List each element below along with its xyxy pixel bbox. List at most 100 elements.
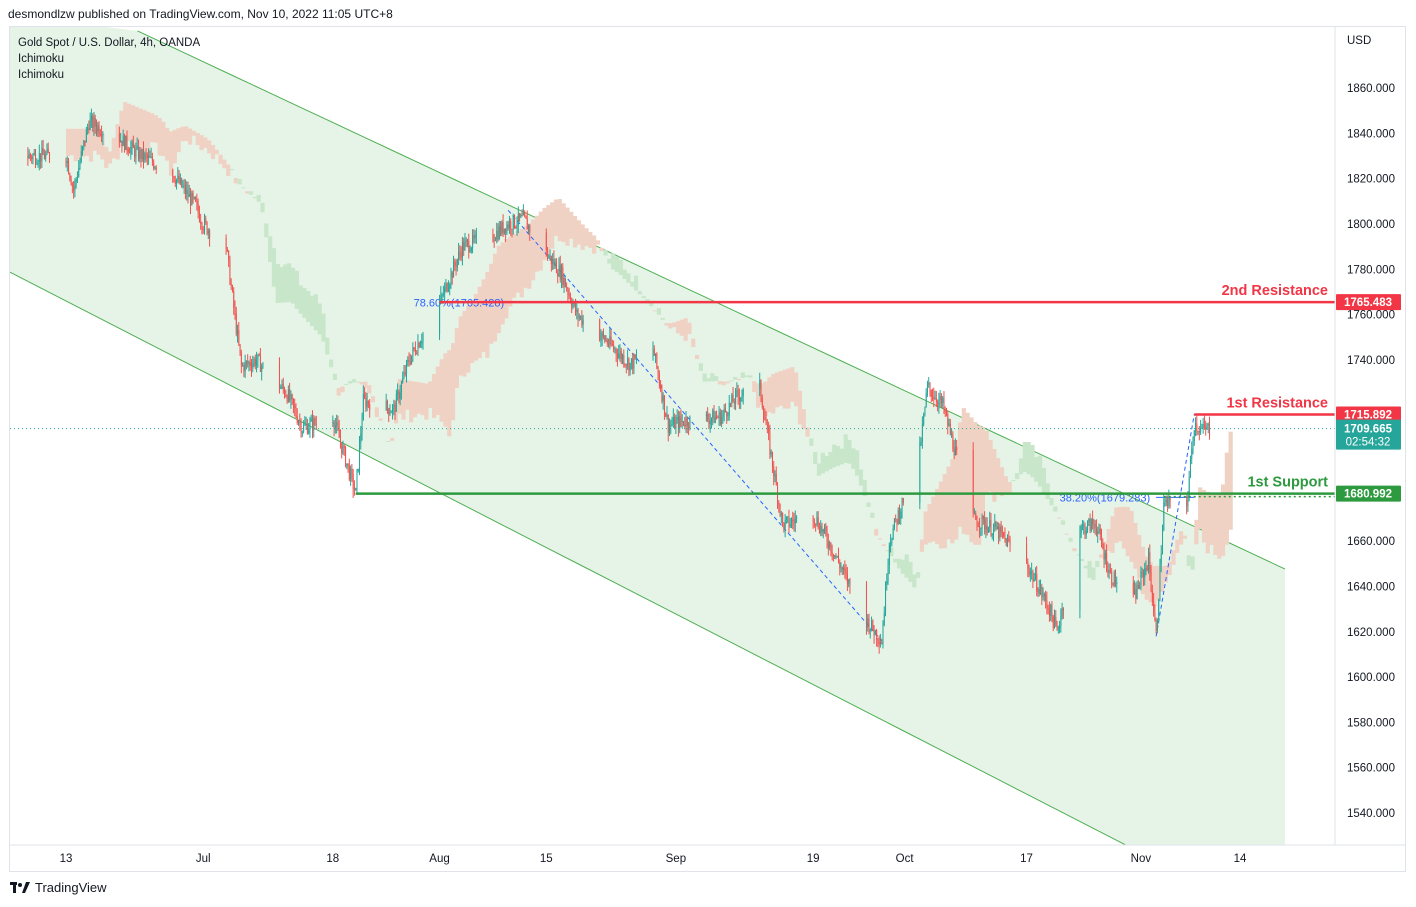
ichimoku-cloud-layer: [66, 102, 1233, 607]
candle-body: [952, 434, 954, 449]
candle-body: [830, 542, 832, 553]
indicator-ichimoku-1[interactable]: Ichimoku: [18, 53, 65, 65]
cloud-segment: [184, 126, 189, 142]
candle-body: [1160, 553, 1162, 565]
candle-body: [68, 161, 70, 174]
candle-body: [134, 147, 136, 158]
candle-body: [35, 153, 37, 164]
candle-body: [1034, 573, 1036, 579]
candle-body: [97, 125, 99, 132]
cloud-segment: [191, 130, 196, 136]
cloud-segment: [912, 574, 917, 588]
indicator-ichimoku-2[interactable]: Ichimoku: [18, 69, 65, 81]
candle-body: [444, 287, 446, 295]
candle-body: [614, 348, 616, 350]
cloud-segment: [412, 381, 418, 418]
cloud-segment: [702, 373, 707, 382]
candle-body: [528, 225, 530, 230]
cloud-segment: [428, 381, 433, 409]
candle-body: [195, 197, 197, 202]
cloud-segment: [409, 380, 414, 423]
candle-body: [1112, 583, 1114, 586]
candle-body: [334, 425, 336, 429]
candle-body: [417, 342, 419, 354]
candle-body: [154, 167, 156, 169]
candle-body: [1205, 426, 1207, 430]
candle-body: [711, 418, 713, 421]
candle-body: [882, 625, 884, 645]
y-tick-label: 1640.000: [1347, 581, 1395, 593]
cloud-segment: [992, 448, 997, 502]
cloud-segment: [355, 381, 360, 383]
cloud-segment: [508, 236, 513, 307]
symbol-title[interactable]: Gold Spot / U.S. Dollar, 4h, OANDA: [18, 37, 201, 49]
candle-body: [618, 353, 620, 358]
candle-body: [254, 359, 256, 366]
candle-body: [944, 409, 946, 412]
cloud-segment: [1194, 519, 1199, 545]
candle-body: [954, 447, 956, 456]
candle-body: [760, 380, 762, 399]
candle-body: [387, 401, 389, 409]
candle-body: [501, 222, 503, 234]
candle-body: [784, 519, 786, 530]
cloud-segment: [176, 128, 181, 153]
cloud-segment: [73, 128, 78, 162]
candle-body: [1099, 528, 1101, 535]
candle-body: [718, 411, 720, 418]
candle-body: [785, 517, 787, 520]
candle-body: [451, 272, 453, 278]
candle-body: [615, 348, 617, 355]
cloud-segment: [759, 383, 764, 406]
candle-body: [1092, 518, 1094, 525]
candle-body: [609, 336, 611, 345]
cloud-segment: [389, 438, 395, 441]
cloud-segment: [645, 299, 650, 303]
cloud-segment: [763, 381, 768, 417]
candle-body: [1051, 604, 1053, 617]
candle-body: [151, 156, 153, 163]
cloud-segment: [565, 207, 570, 246]
candle-body: [137, 145, 139, 159]
candle-body: [493, 240, 495, 242]
candle-body: [721, 416, 723, 425]
candle-body: [780, 513, 782, 516]
candle-body: [817, 517, 819, 528]
candle-body: [397, 391, 399, 394]
candle-body: [348, 464, 350, 480]
candle-body: [737, 390, 739, 397]
candle-body: [835, 555, 837, 558]
cloud-segment: [637, 291, 642, 295]
cloud-segment: [1087, 561, 1092, 578]
candle-body: [366, 401, 368, 408]
cloud-segment: [351, 379, 357, 383]
cloud-segment: [767, 377, 772, 413]
candle-body: [1060, 616, 1062, 627]
cloud-segment: [119, 110, 124, 147]
candle-body: [388, 408, 390, 415]
cloud-segment: [1201, 489, 1207, 543]
candle-body: [420, 343, 422, 348]
candle-body: [473, 235, 475, 239]
candle-body: [928, 383, 930, 385]
candle-body: [38, 153, 40, 163]
candle-body: [1080, 526, 1082, 534]
candle-body: [1192, 441, 1194, 449]
candle-body: [979, 526, 981, 529]
cloud-segment: [599, 247, 604, 252]
candle-body: [526, 218, 528, 230]
candle-body: [187, 189, 189, 197]
cloud-segment: [359, 381, 364, 385]
candle-body: [1005, 537, 1007, 547]
candle-body: [1142, 571, 1144, 578]
candle-body: [1093, 524, 1095, 526]
candle-body: [226, 248, 228, 251]
candle-body: [1103, 549, 1105, 560]
candle-body: [552, 258, 554, 264]
candle-body: [333, 422, 335, 429]
tradingview-logo-icon[interactable]: [10, 881, 30, 894]
cloud-segment: [241, 187, 246, 189]
candle-body: [901, 498, 903, 512]
candle-body: [1187, 496, 1189, 507]
